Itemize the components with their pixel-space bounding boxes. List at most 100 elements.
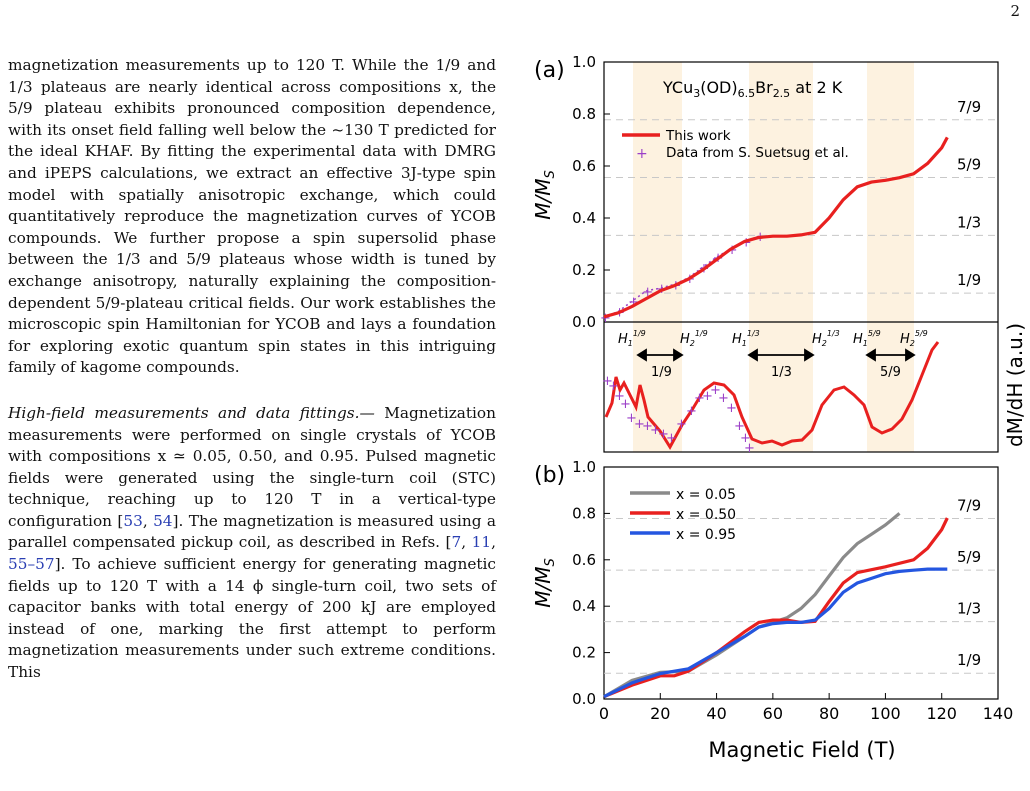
legend-suetsug-marker: + — [636, 146, 648, 162]
ytick-b-label-1: 0.2 — [572, 644, 596, 662]
panel-a-ylabel-right: dM/dH (a.u.) — [1003, 323, 1027, 447]
deriv-point-suetsug-13: + — [702, 389, 713, 404]
plateau-band-5-9-a — [867, 62, 914, 452]
panel-b-frame — [603, 466, 999, 700]
paragraph-2-text-a: Magnetization measurements were performe… — [8, 403, 496, 530]
deriv-point-suetsug-1: + — [608, 379, 619, 394]
panel-a-ylabel: M/MS — [531, 170, 558, 220]
deriv-point-suetsug-7: + — [650, 423, 661, 438]
deriv-point-suetsug-2: + — [614, 389, 625, 404]
citation-55-57[interactable]: 55–57 — [8, 555, 55, 574]
citation-53[interactable]: 53 — [123, 511, 143, 530]
deriv-point-suetsug-12: + — [694, 391, 705, 406]
ytick-a-label-1: 0.2 — [572, 261, 596, 279]
plateau-label-b-3: 7/9 — [957, 497, 981, 515]
ytick-a-label-5: 1.0 — [572, 53, 596, 71]
ytick-b-label-5: 1.0 — [572, 458, 596, 476]
deriv-point-suetsug-5: + — [634, 417, 645, 432]
legend-a: This work + Data from S. Suetsug et al. — [622, 128, 849, 162]
plateau-gridlines-b — [604, 518, 998, 674]
legend-this-work: This work — [665, 128, 731, 144]
legend-x005: x = 0.05 — [676, 487, 736, 503]
ytick-b-label-3: 0.6 — [572, 551, 596, 569]
deriv-point-suetsug-19: + — [744, 441, 755, 456]
xtick-label-3: 60 — [763, 704, 783, 723]
figure-svg: 0.0 0.2 0.4 0.6 0.8 1.0 (a) YCu3(OD)6.5Br2.5 … — [531, 53, 1027, 762]
arrow-label-5-9: 5/9 — [880, 365, 901, 380]
panel-a: 0.0 0.2 0.4 0.6 0.8 1.0 (a) YCu3(OD)6.5Br2.5 … — [531, 53, 1027, 456]
point-suetsug-3: + — [642, 285, 653, 300]
yticks-a: 0.0 0.2 0.4 0.6 0.8 1.0 — [572, 53, 610, 331]
panel-b-ylabel: M/MS — [531, 558, 558, 608]
legend-x050: x = 0.50 — [676, 507, 736, 523]
legend-suetsug: Data from S. Suetsug et al. — [666, 145, 849, 161]
plateau-label-a-0: 1/9 — [957, 271, 981, 289]
paragraph-2-text-c: ]. To achieve sufficient energy for gene… — [8, 555, 496, 682]
series-this-work — [603, 136, 949, 319]
xticks-b: 0 20 40 60 80 100 120 140 — [599, 693, 1013, 723]
xtick-label-4: 80 — [819, 704, 839, 723]
xtick-label-6: 120 — [926, 704, 957, 723]
plateau-labels-b: 1/9 1/3 5/9 7/9 — [957, 497, 981, 670]
citation-7[interactable]: 7 — [451, 533, 462, 552]
legend-x095: x = 0.95 — [676, 527, 736, 543]
xtick-label-1: 20 — [650, 704, 670, 723]
deriv-point-suetsug-0: + — [602, 374, 613, 389]
ytick-b-label-0: 0.0 — [572, 690, 596, 708]
panel-a-title: YCu3(OD)6.5Br2.5 at 2 K — [662, 78, 843, 100]
paragraph-2-text-b: ]. The magnetization is measured using a… — [8, 511, 497, 552]
ytick-a-label-2: 0.4 — [572, 209, 596, 227]
deriv-point-suetsug-15: + — [718, 391, 729, 406]
point-suetsug-0: + — [600, 311, 611, 326]
arrow-label-1-3: 1/3 — [771, 365, 792, 380]
point-suetsug-2: + — [628, 295, 639, 310]
panel-a-frame — [603, 61, 999, 453]
deriv-point-suetsug-18: + — [740, 431, 751, 446]
xtick-label-2: 40 — [706, 704, 726, 723]
crit-h2-1-9: H21/9 — [680, 329, 708, 348]
deriv-point-suetsug-16: + — [726, 401, 737, 416]
deriv-point-suetsug-10: + — [676, 417, 687, 432]
deriv-point-suetsug-4: + — [626, 411, 637, 426]
point-suetsug-10: + — [741, 235, 752, 250]
series-x005 — [603, 512, 901, 699]
xtick-label-0: 0 — [599, 704, 609, 723]
yticks-b: 0.0 0.2 0.4 0.6 0.8 1.0 — [572, 458, 610, 708]
crit-h2-1-3: H21/3 — [812, 329, 840, 348]
citation-54[interactable]: 54 — [153, 511, 173, 530]
plateau-label-b-1: 1/3 — [957, 600, 981, 618]
plateau-band-1-3-a — [749, 62, 813, 452]
series-x050 — [603, 517, 949, 699]
ytick-a-label-4: 0.8 — [572, 105, 596, 123]
plateau-labels-a: 1/9 1/3 5/9 7/9 — [957, 98, 981, 289]
plateau-label-b-2: 5/9 — [957, 548, 981, 566]
series-x095 — [603, 567, 948, 699]
derivative-this-work — [604, 341, 940, 450]
xtick-label-7: 140 — [983, 704, 1014, 723]
plateau-label-a-2: 5/9 — [957, 156, 981, 174]
deriv-point-suetsug-6: + — [642, 419, 653, 434]
figure-magnetization: 0.0 0.2 0.4 0.6 0.8 1.0 (a) YCu3(OD)6.5Br2.5 … — [520, 45, 1030, 787]
arrow-label-1-9: 1/9 — [651, 365, 672, 380]
section-lead: High-field measurements and data fitting… — [8, 403, 375, 422]
deriv-point-suetsug-14: + — [710, 383, 721, 398]
deriv-point-suetsug-9: + — [666, 431, 677, 446]
citation-11[interactable]: 11 — [471, 533, 492, 552]
deriv-point-suetsug-17: + — [734, 419, 745, 434]
deriv-point-suetsug-3: + — [620, 397, 631, 412]
deriv-point-suetsug-11: + — [686, 404, 697, 419]
ytick-a-label-3: 0.6 — [572, 157, 596, 175]
plateau-label-a-1: 1/3 — [957, 213, 981, 231]
plateau-band-1-9-a — [633, 62, 682, 452]
ytick-a-label-0: 0.0 — [572, 313, 596, 331]
panel-b: 0.0 0.2 0.4 0.6 0.8 1.0 0 20 40 60 80 100 120 140 (b… — [531, 458, 1013, 762]
plateau-label-b-0: 1/9 — [957, 651, 981, 669]
ytick-b-label-2: 0.4 — [572, 597, 596, 615]
legend-b: x = 0.05 x = 0.50 x = 0.95 — [630, 487, 736, 543]
panel-b-label: (b) — [534, 463, 565, 488]
ytick-b-label-4: 0.8 — [572, 504, 596, 522]
text-column: magnetization measurements up to 120 T. … — [8, 55, 496, 708]
point-suetsug-9: + — [727, 243, 738, 258]
panel-a-label: (a) — [534, 58, 565, 83]
page-number: 2 — [1010, 2, 1020, 20]
